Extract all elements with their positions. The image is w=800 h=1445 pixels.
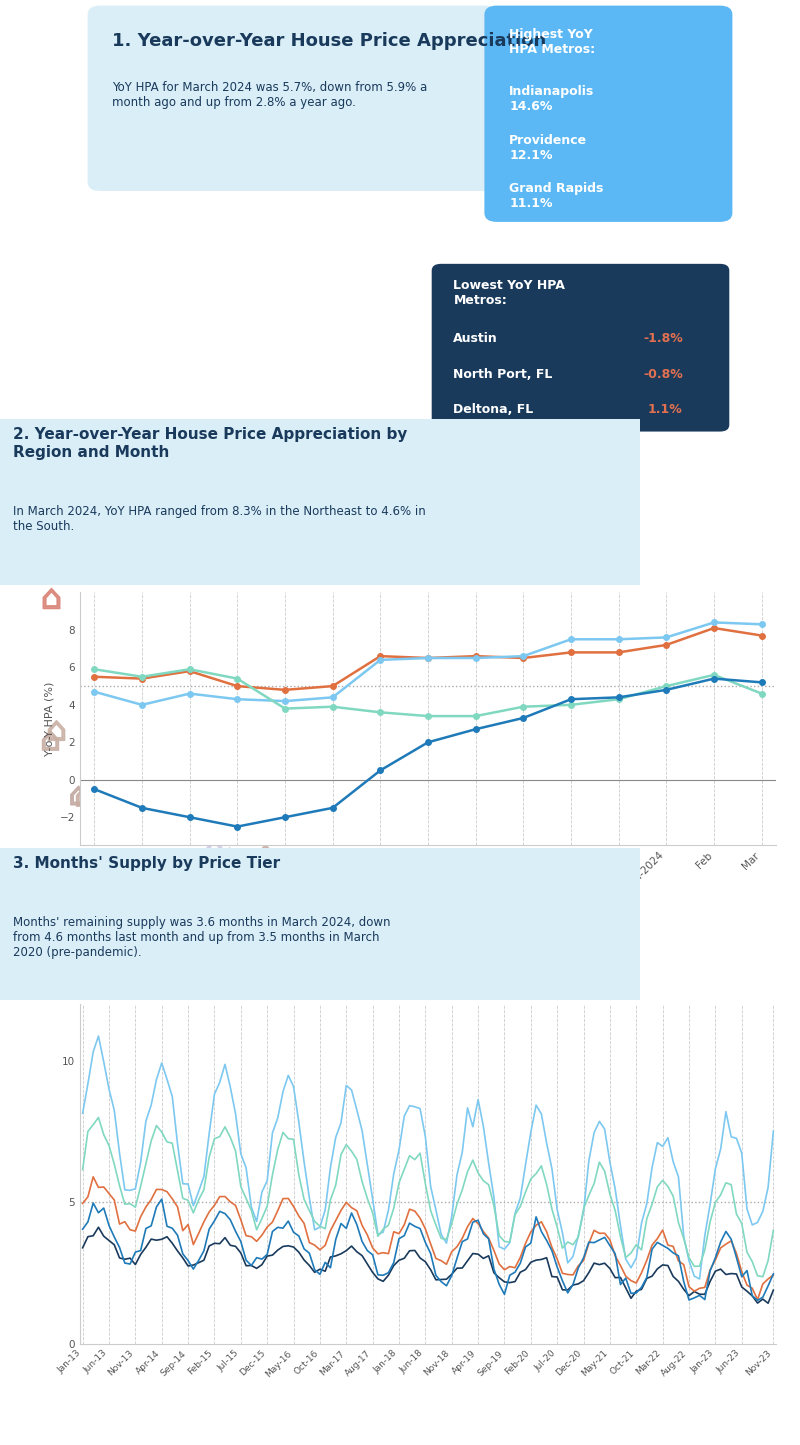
Text: Highest YoY
HPA Metros:: Highest YoY HPA Metros:: [510, 27, 595, 56]
Text: -0.8%: -0.8%: [643, 367, 682, 380]
Text: Providence
12.1%: Providence 12.1%: [510, 133, 587, 162]
Text: Lowest YoY HPA
Metros:: Lowest YoY HPA Metros:: [454, 279, 566, 308]
Text: Grand Rapids
11.1%: Grand Rapids 11.1%: [510, 182, 603, 210]
Legend: Midwest, Northeast, South, West: Midwest, Northeast, South, West: [237, 957, 619, 978]
Text: North Port, FL: North Port, FL: [454, 367, 553, 380]
Text: 2. Year-over-Year House Price Appreciation by
Region and Month: 2. Year-over-Year House Price Appreciati…: [13, 428, 407, 460]
Text: In March 2024, YoY HPA ranged from 8.3% in the Northeast to 4.6% in
the South.: In March 2024, YoY HPA ranged from 8.3% …: [13, 506, 426, 533]
Y-axis label: Y-o-Y HPA (%): Y-o-Y HPA (%): [44, 682, 54, 756]
FancyBboxPatch shape: [0, 842, 666, 1007]
Text: 1. Year-over-Year House Price Appreciation: 1. Year-over-Year House Price Appreciati…: [112, 32, 546, 51]
Text: -1.8%: -1.8%: [643, 332, 682, 345]
FancyBboxPatch shape: [88, 6, 497, 191]
Text: 1.1%: 1.1%: [648, 403, 682, 416]
Text: YoY HPA for March 2024 was 5.7%, down from 5.9% a
month ago and up from 2.8% a y: YoY HPA for March 2024 was 5.7%, down fr…: [112, 81, 428, 108]
FancyBboxPatch shape: [0, 412, 666, 594]
Text: 3. Months' Supply by Price Tier: 3. Months' Supply by Price Tier: [13, 855, 280, 871]
Text: Indianapolis
14.6%: Indianapolis 14.6%: [510, 85, 594, 113]
FancyBboxPatch shape: [485, 6, 733, 223]
FancyBboxPatch shape: [432, 264, 730, 432]
Text: Deltona, FL: Deltona, FL: [454, 403, 534, 416]
Text: Austin: Austin: [454, 332, 498, 345]
Text: Months' remaining supply was 3.6 months in March 2024, down
from 4.6 months last: Months' remaining supply was 3.6 months …: [13, 916, 390, 959]
